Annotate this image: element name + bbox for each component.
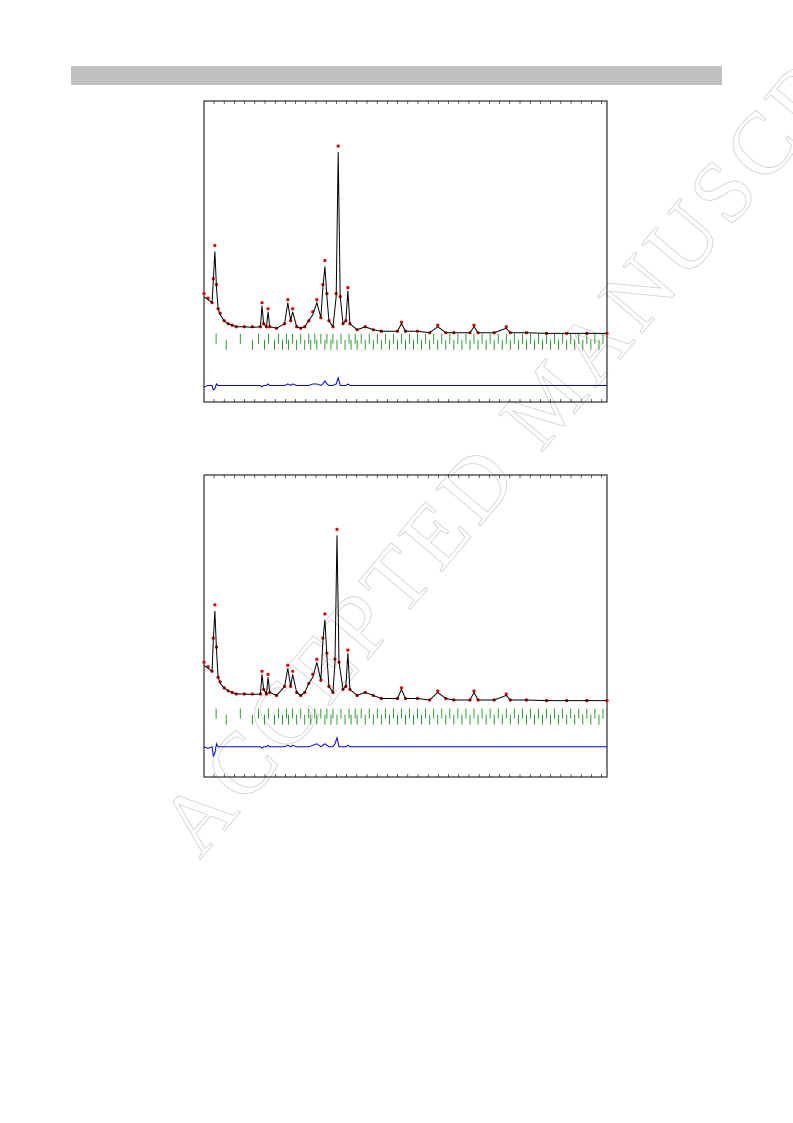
observed-point — [286, 663, 290, 667]
observed-point — [335, 527, 339, 531]
observed-point — [323, 258, 327, 263]
observed-point — [472, 689, 476, 693]
observed-point — [213, 243, 217, 248]
watermark: ACCEPTED MANUSCRIPT — [141, 0, 793, 873]
observed-point — [213, 603, 217, 607]
observed-point — [346, 648, 350, 652]
observed-point — [266, 307, 270, 311]
observed-point — [266, 672, 270, 676]
observed-point — [399, 320, 404, 324]
observed-point — [291, 669, 295, 673]
observed-point — [436, 323, 440, 327]
observed-point — [346, 286, 350, 290]
observed-point — [315, 298, 319, 302]
observed-point — [323, 612, 327, 616]
observed-point — [260, 301, 264, 305]
observed-point — [250, 325, 254, 329]
observed-point — [291, 307, 295, 311]
header-bar — [71, 66, 722, 85]
observed-point — [436, 689, 440, 693]
observed-point — [472, 323, 476, 327]
observed-point — [399, 686, 404, 690]
profile-line — [203, 152, 607, 334]
plot-frame — [203, 100, 608, 403]
plot-frame — [203, 474, 608, 778]
profile-line — [203, 535, 607, 702]
profile-line — [203, 735, 607, 758]
observed-point — [202, 660, 206, 664]
observed-point — [336, 144, 340, 148]
rietveld-plot — [202, 474, 609, 778]
observed-point — [202, 292, 206, 296]
rietveld-plot — [202, 100, 609, 403]
observed-point — [250, 692, 254, 696]
observed-point — [286, 298, 290, 302]
observed-point — [260, 669, 264, 673]
observed-point — [504, 325, 508, 329]
profile-line — [203, 376, 607, 391]
observed-point — [504, 692, 508, 696]
observed-point — [315, 657, 319, 661]
